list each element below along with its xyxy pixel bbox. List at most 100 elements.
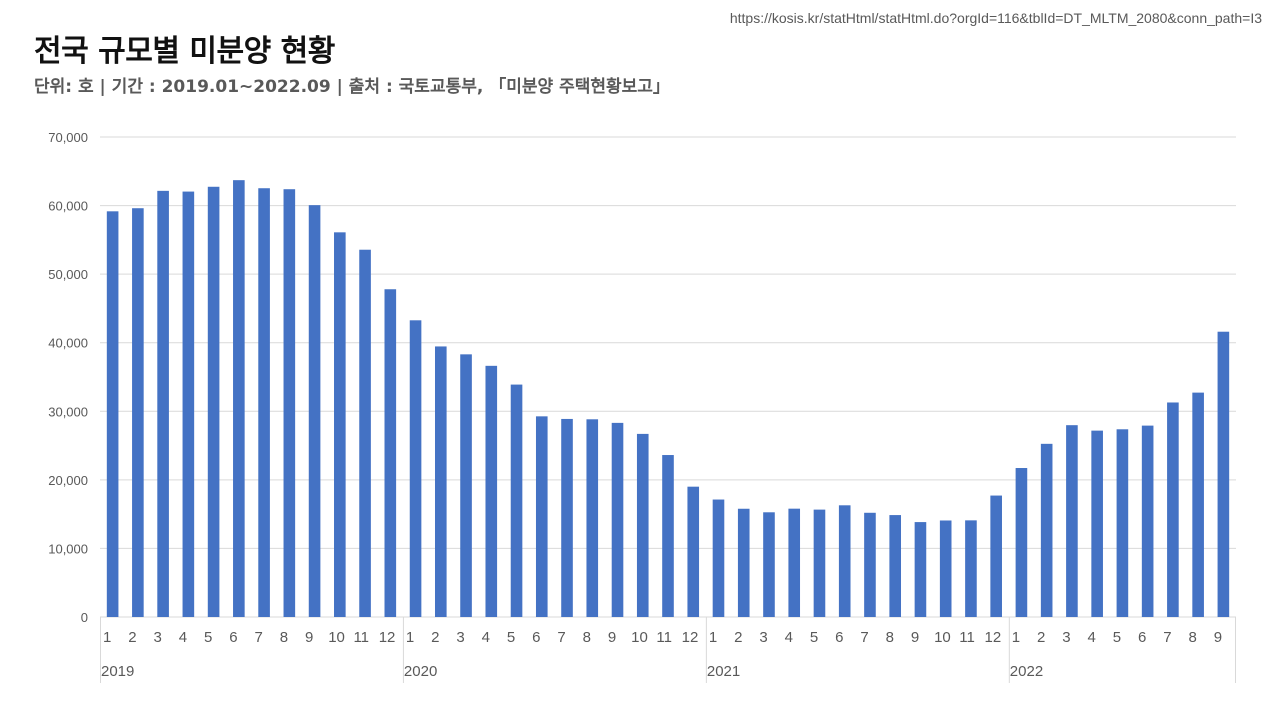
bar: [308, 205, 321, 617]
bar: [1167, 402, 1179, 617]
x-month-label: 6: [229, 629, 237, 646]
x-month-label: 7: [1163, 629, 1171, 646]
x-month-label: 9: [305, 629, 313, 646]
x-month-label: 7: [254, 629, 262, 646]
x-month-label: 5: [1113, 629, 1121, 646]
x-month-label: 5: [204, 629, 212, 646]
bar: [1141, 425, 1154, 617]
bar: [914, 522, 927, 617]
y-tick-label: 0: [81, 610, 88, 625]
bar: [1015, 468, 1028, 617]
x-month-label: 8: [886, 629, 894, 646]
x-month-label: 6: [1138, 629, 1146, 646]
bar: [813, 509, 826, 617]
bar: [965, 520, 977, 617]
y-tick-label: 50,000: [48, 267, 88, 282]
x-month-label: 11: [353, 629, 369, 646]
bar: [889, 515, 902, 617]
source-url: https://kosis.kr/statHtml/statHtml.do?or…: [729, 10, 1262, 26]
x-month-label: 10: [328, 629, 345, 646]
x-month-label: 5: [507, 629, 515, 646]
bar: [283, 189, 296, 617]
y-tick-label: 70,000: [48, 130, 88, 145]
bar: [106, 211, 119, 617]
x-year-label: 2020: [404, 663, 437, 680]
bar: [510, 384, 523, 617]
x-month-label: 2: [128, 629, 136, 646]
x-month-label: 4: [179, 629, 187, 646]
x-month-label: 3: [153, 629, 161, 646]
bar: [334, 232, 346, 617]
x-month-label: 11: [959, 629, 975, 646]
bar: [636, 433, 649, 617]
bar: [662, 455, 674, 617]
x-month-label: 2: [734, 629, 742, 646]
x-month-label: 2: [431, 629, 439, 646]
x-year-label: 2022: [1010, 663, 1043, 680]
bar: [838, 505, 851, 617]
y-tick-label: 40,000: [48, 336, 88, 351]
bar: [409, 320, 422, 617]
y-tick-label: 30,000: [48, 404, 88, 419]
x-month-label: 7: [860, 629, 868, 646]
y-tick-label: 10,000: [48, 541, 88, 556]
bar: [359, 249, 371, 617]
x-month-label: 12: [379, 629, 396, 646]
bar: [207, 186, 220, 617]
x-month-label: 3: [1062, 629, 1070, 646]
x-month-label: 4: [1088, 629, 1096, 646]
x-month-label: 3: [456, 629, 464, 646]
bar: [182, 191, 195, 618]
bar: [990, 495, 1002, 617]
bar: [788, 508, 801, 617]
x-month-label: 1: [103, 629, 111, 646]
bar: [434, 346, 447, 617]
chart-title: 전국 규모별 미분양 현황: [34, 34, 335, 69]
bar: [258, 188, 270, 617]
x-month-label: 1: [406, 629, 414, 646]
x-month-label: 10: [631, 629, 648, 646]
x-month-label: 8: [280, 629, 288, 646]
x-month-label: 6: [835, 629, 843, 646]
bar: [712, 499, 725, 617]
x-month-label: 2: [1037, 629, 1045, 646]
bar: [1066, 425, 1078, 617]
bar: [864, 512, 876, 617]
bar: [1040, 443, 1053, 617]
bar: [485, 365, 498, 617]
bar: [1192, 392, 1204, 617]
bar: [535, 416, 548, 617]
bar: [561, 418, 573, 617]
x-month-label: 4: [482, 629, 490, 646]
x-month-label: 8: [583, 629, 591, 646]
x-month-label: 1: [709, 629, 717, 646]
x-year-label: 2019: [101, 663, 134, 680]
bar: [939, 520, 952, 617]
bar: [763, 512, 775, 617]
x-month-label: 5: [810, 629, 818, 646]
bar: [157, 190, 169, 618]
x-month-label: 9: [608, 629, 616, 646]
bar: [1217, 331, 1230, 617]
x-month-label: 12: [985, 629, 1002, 646]
bar: [233, 180, 245, 617]
x-month-label: 8: [1189, 629, 1197, 646]
x-month-label: 12: [682, 629, 699, 646]
x-month-label: 3: [759, 629, 767, 646]
bar: [586, 419, 599, 617]
x-month-label: 7: [557, 629, 565, 646]
bar: [687, 486, 700, 617]
bar: [460, 354, 472, 617]
x-month-label: 11: [656, 629, 672, 646]
x-month-label: 4: [785, 629, 793, 646]
y-tick-label: 20,000: [48, 473, 88, 488]
y-tick-label: 60,000: [48, 199, 88, 214]
x-month-label: 9: [1214, 629, 1222, 646]
x-year-label: 2021: [707, 663, 740, 680]
x-month-label: 1: [1012, 629, 1020, 646]
x-month-label: 9: [911, 629, 919, 646]
chart-subtitle: 단위: 호 | 기간 : 2019.01~2022.09 | 출처 : 국토교통…: [34, 77, 670, 97]
x-month-label: 10: [934, 629, 951, 646]
bar: [1091, 430, 1103, 617]
